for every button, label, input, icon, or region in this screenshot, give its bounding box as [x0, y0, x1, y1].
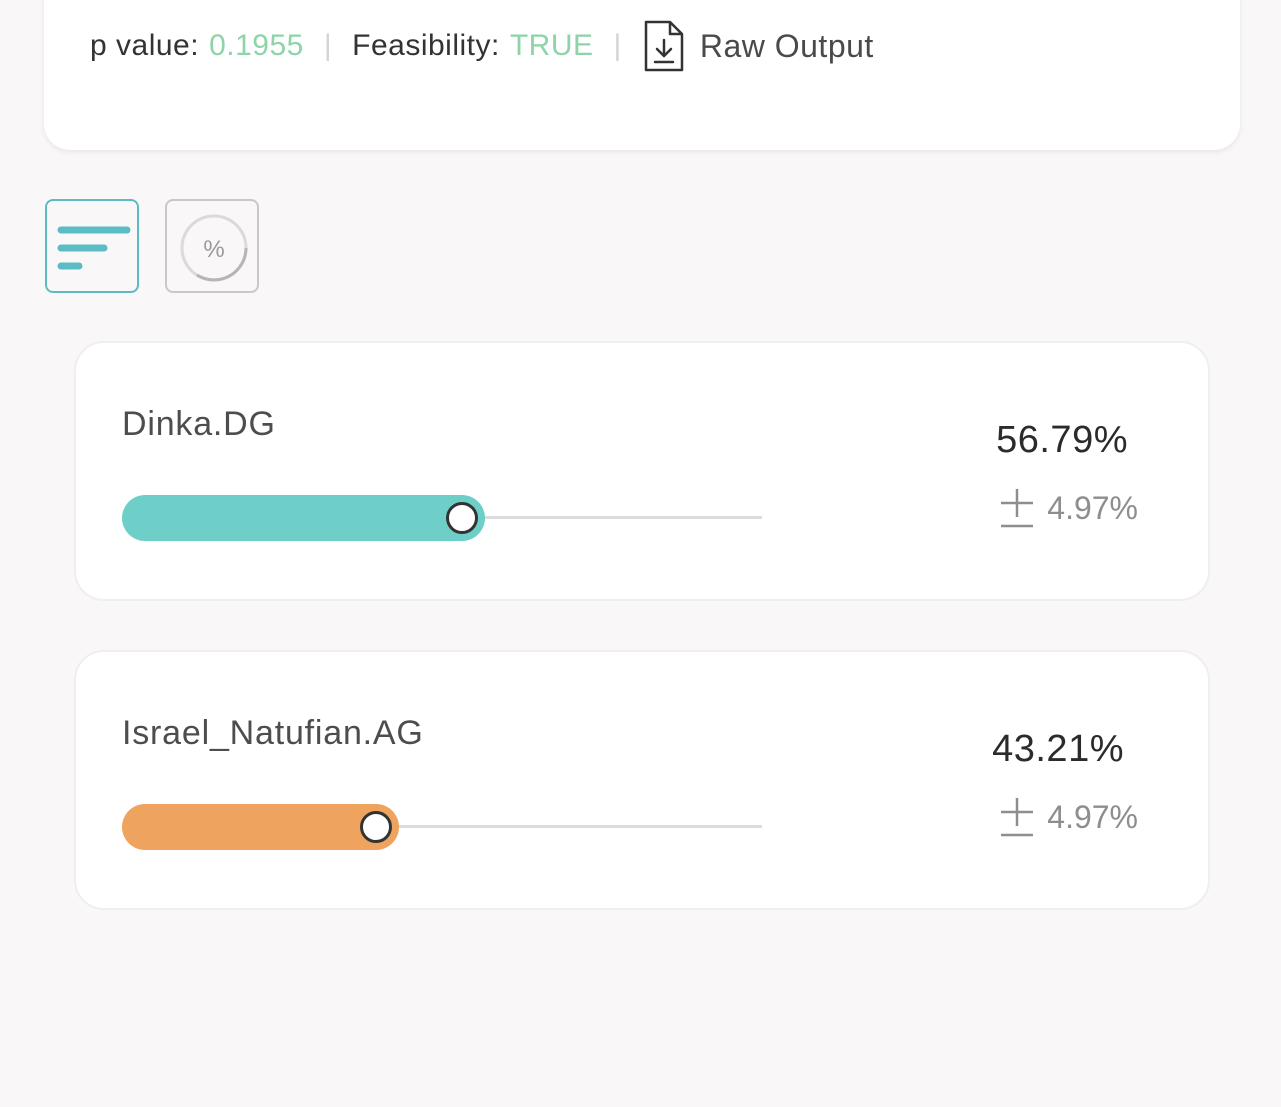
- slider-thumb[interactable]: [446, 502, 478, 534]
- proportion-slider[interactable]: [122, 495, 762, 541]
- feasibility-value: TRUE: [509, 29, 594, 62]
- population-card: Dinka.DG 56.79% 4.97%: [74, 341, 1210, 601]
- population-name: Dinka.DG: [122, 405, 276, 443]
- p-value: 0.1955: [209, 29, 304, 62]
- bar-view-button[interactable]: [45, 199, 139, 293]
- raw-output-button[interactable]: Raw Output: [642, 18, 874, 74]
- percent-symbol: %: [203, 236, 224, 263]
- population-percent: 43.21%: [992, 728, 1124, 770]
- percent-circle-icon: %: [180, 214, 248, 282]
- error-value: 4.97%: [1047, 798, 1138, 835]
- population-error: 4.97%: [999, 487, 1138, 529]
- separator: |: [613, 29, 622, 62]
- plus-minus-icon: [1001, 798, 1034, 837]
- population-name: Israel_Natufian.AG: [122, 714, 424, 752]
- feasibility-label: Feasibility:: [352, 29, 500, 62]
- summary-card: [44, 0, 1240, 150]
- population-percent: 56.79%: [996, 419, 1128, 461]
- separator: |: [323, 29, 333, 62]
- slider-fill: [122, 495, 485, 541]
- raw-output-label: Raw Output: [699, 27, 874, 64]
- proportion-slider[interactable]: [122, 804, 762, 850]
- population-card: Israel_Natufian.AG 43.21% 4.97%: [74, 650, 1210, 910]
- summary-stats-row: p value: 0.1955 | Feasibility: TRUE | Ra…: [90, 18, 874, 74]
- bar-chart-icon: [57, 226, 131, 270]
- percent-view-button[interactable]: %: [165, 199, 259, 293]
- p-value-label: p value:: [90, 29, 200, 62]
- plus-minus-icon: [1001, 489, 1034, 528]
- slider-track: [122, 825, 762, 828]
- population-error: 4.97%: [999, 796, 1138, 838]
- error-value: 4.97%: [1047, 489, 1138, 526]
- file-download-icon: [644, 20, 684, 72]
- slider-fill: [122, 804, 399, 850]
- slider-thumb[interactable]: [360, 811, 392, 843]
